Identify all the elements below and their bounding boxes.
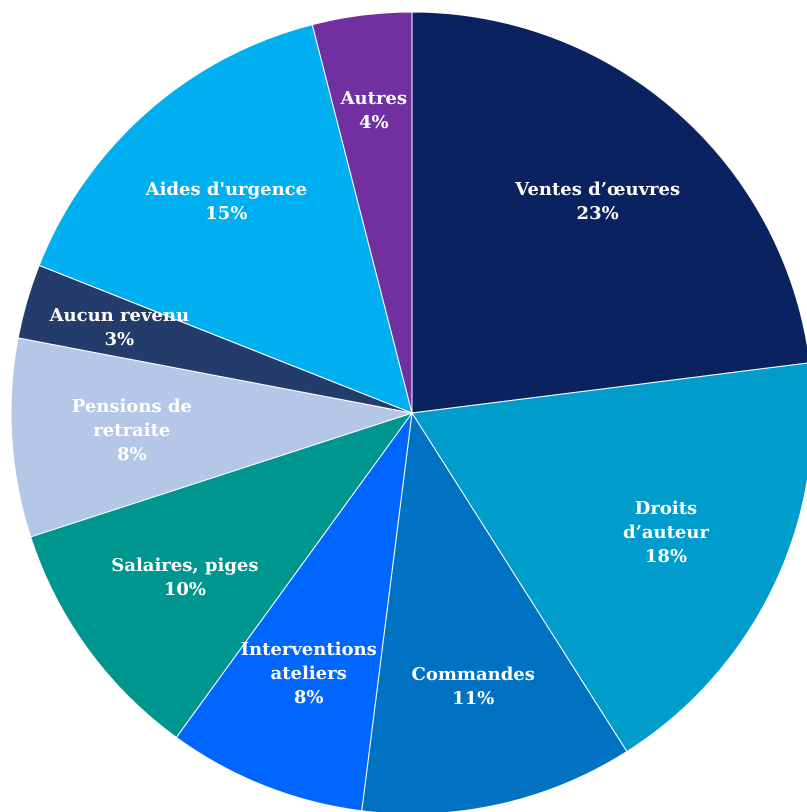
slice-label: Autres 4%	[341, 87, 407, 135]
slice-label: Salaires, piges 10%	[111, 554, 258, 602]
category-label: Aides d'urgence	[145, 179, 308, 201]
value-label: 3%	[104, 328, 135, 350]
value-label: 8%	[117, 443, 147, 465]
category-label: Aucun revenu	[49, 304, 190, 326]
slice	[29, 412, 414, 739]
value-label: 11%	[452, 687, 495, 709]
slice-label: Aides d'urgence 15%	[146, 178, 307, 226]
value-label: 8%	[293, 686, 324, 708]
category-label: Pensions de retraite	[71, 395, 192, 441]
slice-label: Droits d’auteur 18%	[595, 497, 736, 569]
slice-label: Commandes 11%	[412, 663, 535, 711]
category-label: Droits d’auteur	[623, 497, 709, 543]
slice-label: Ventes d’œuvres 23%	[515, 178, 680, 226]
slice	[411, 11, 807, 414]
slice	[361, 411, 628, 812]
category-label: Commandes	[411, 663, 535, 685]
category-label: Interventions ateliers	[240, 638, 377, 684]
value-label: 18%	[644, 545, 688, 567]
slice	[38, 23, 413, 414]
category-label: Autres	[340, 87, 408, 109]
value-label: 23%	[576, 203, 619, 225]
slice-label: Interventions ateliers 8%	[241, 638, 377, 710]
value-label: 15%	[205, 203, 248, 225]
slice-label: Pensions de retraite 8%	[72, 395, 192, 467]
slice	[411, 362, 807, 753]
slice	[10, 337, 413, 538]
slice	[311, 11, 413, 414]
category-label: Ventes d’œuvres	[515, 179, 681, 201]
value-label: 10%	[163, 578, 206, 600]
slice-label: Aucun revenu 3%	[50, 304, 189, 352]
slice	[175, 412, 413, 812]
category-label: Salaires, piges	[111, 554, 259, 576]
value-label: 4%	[358, 111, 389, 133]
